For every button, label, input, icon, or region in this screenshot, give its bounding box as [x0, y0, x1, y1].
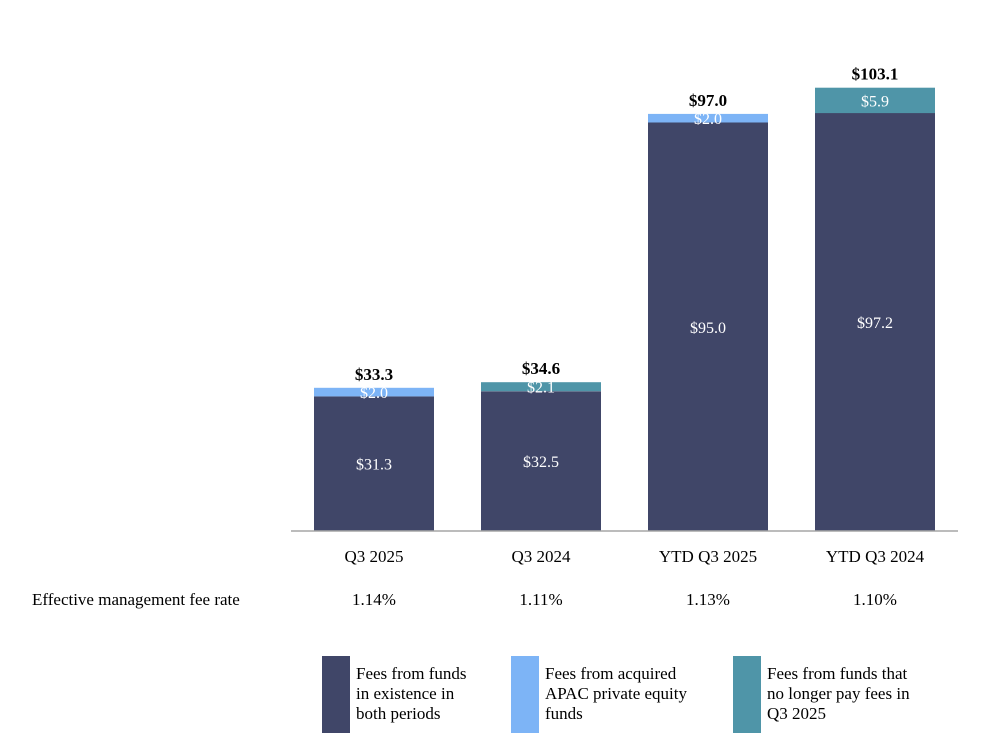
legend-text-existing-funds: Fees from funds in existence in both per… — [356, 664, 556, 724]
x-tick-label-q3-2024: Q3 2024 — [511, 547, 571, 566]
bar-value-label-ytd-q3-2025-series-1: $2.0 — [694, 111, 722, 128]
bar-total-label-q3-2025: $33.3 — [355, 365, 393, 384]
legend-swatch-no-longer-paying — [733, 656, 761, 733]
stacked-bar-chart: $31.3$2.0$33.3$32.5$2.1$34.6$95.0$2.0$97… — [291, 65, 958, 566]
bar-value-label-q3-2024-series-0: $32.5 — [523, 454, 559, 471]
bar-total-label-ytd-q3-2025: $97.0 — [689, 91, 727, 110]
legend-line: no longer pay fees in — [767, 684, 910, 703]
x-tick-label-q3-2025: Q3 2025 — [344, 547, 403, 566]
x-tick-label-ytd-q3-2025: YTD Q3 2025 — [659, 547, 757, 566]
legend-line: Q3 2025 — [767, 704, 827, 723]
legend-line: APAC private equity — [545, 684, 687, 703]
bar-segment-ytd-q3-2025-series-0 — [648, 122, 768, 531]
legend-line: in existence in — [356, 684, 455, 703]
bar-segment-ytd-q3-2024-series-2 — [815, 87, 935, 114]
bar-value-label-q3-2025-series-0: $31.3 — [356, 457, 392, 474]
legend-line: both periods — [356, 704, 441, 723]
bar-value-label-q3-2024-series-2: $2.1 — [527, 380, 555, 397]
bar-segment-ytd-q3-2024-series-0 — [815, 113, 935, 531]
bar-segment-q3-2024-series-2 — [481, 382, 601, 392]
fee-rate-value-q3-2024: 1.11% — [519, 590, 563, 609]
bar-value-label-ytd-q3-2024-series-0: $97.2 — [857, 315, 893, 332]
fee-rate-value-ytd-q3-2024: 1.10% — [853, 590, 897, 609]
bar-total-label-ytd-q3-2024: $103.1 — [852, 65, 899, 84]
bar-total-label-q3-2024: $34.6 — [522, 359, 560, 378]
fee-rate-value-q3-2025: 1.14% — [352, 590, 396, 609]
legend-swatch-apac-funds — [511, 656, 539, 733]
legend-swatch-existing-funds — [322, 656, 350, 733]
bar-segment-ytd-q3-2025-series-1 — [648, 113, 768, 123]
bar-value-label-q3-2025-series-1: $2.0 — [360, 385, 388, 402]
legend-line: Fees from funds — [356, 664, 467, 683]
bar-value-label-ytd-q3-2024-series-2: $5.9 — [861, 93, 889, 110]
fee-rate-value-ytd-q3-2025: 1.13% — [686, 590, 730, 609]
bar-segment-q3-2025-series-0 — [314, 396, 434, 531]
legend-line: funds — [545, 704, 583, 723]
bar-segment-q3-2024-series-0 — [481, 391, 601, 532]
legend-text-no-longer-paying: Fees from funds that no longer pay fees … — [767, 664, 967, 724]
bar-segment-q3-2025-series-1 — [314, 387, 434, 397]
bar-value-label-ytd-q3-2025-series-0: $95.0 — [690, 320, 726, 337]
fee-rate-label: Effective management fee rate — [32, 590, 240, 609]
legend-line: Fees from funds that — [767, 664, 908, 683]
legend-line: Fees from acquired — [545, 664, 677, 683]
legend-text-apac-funds: Fees from acquired APAC private equity f… — [545, 664, 745, 724]
x-tick-label-ytd-q3-2024: YTD Q3 2024 — [826, 547, 925, 566]
